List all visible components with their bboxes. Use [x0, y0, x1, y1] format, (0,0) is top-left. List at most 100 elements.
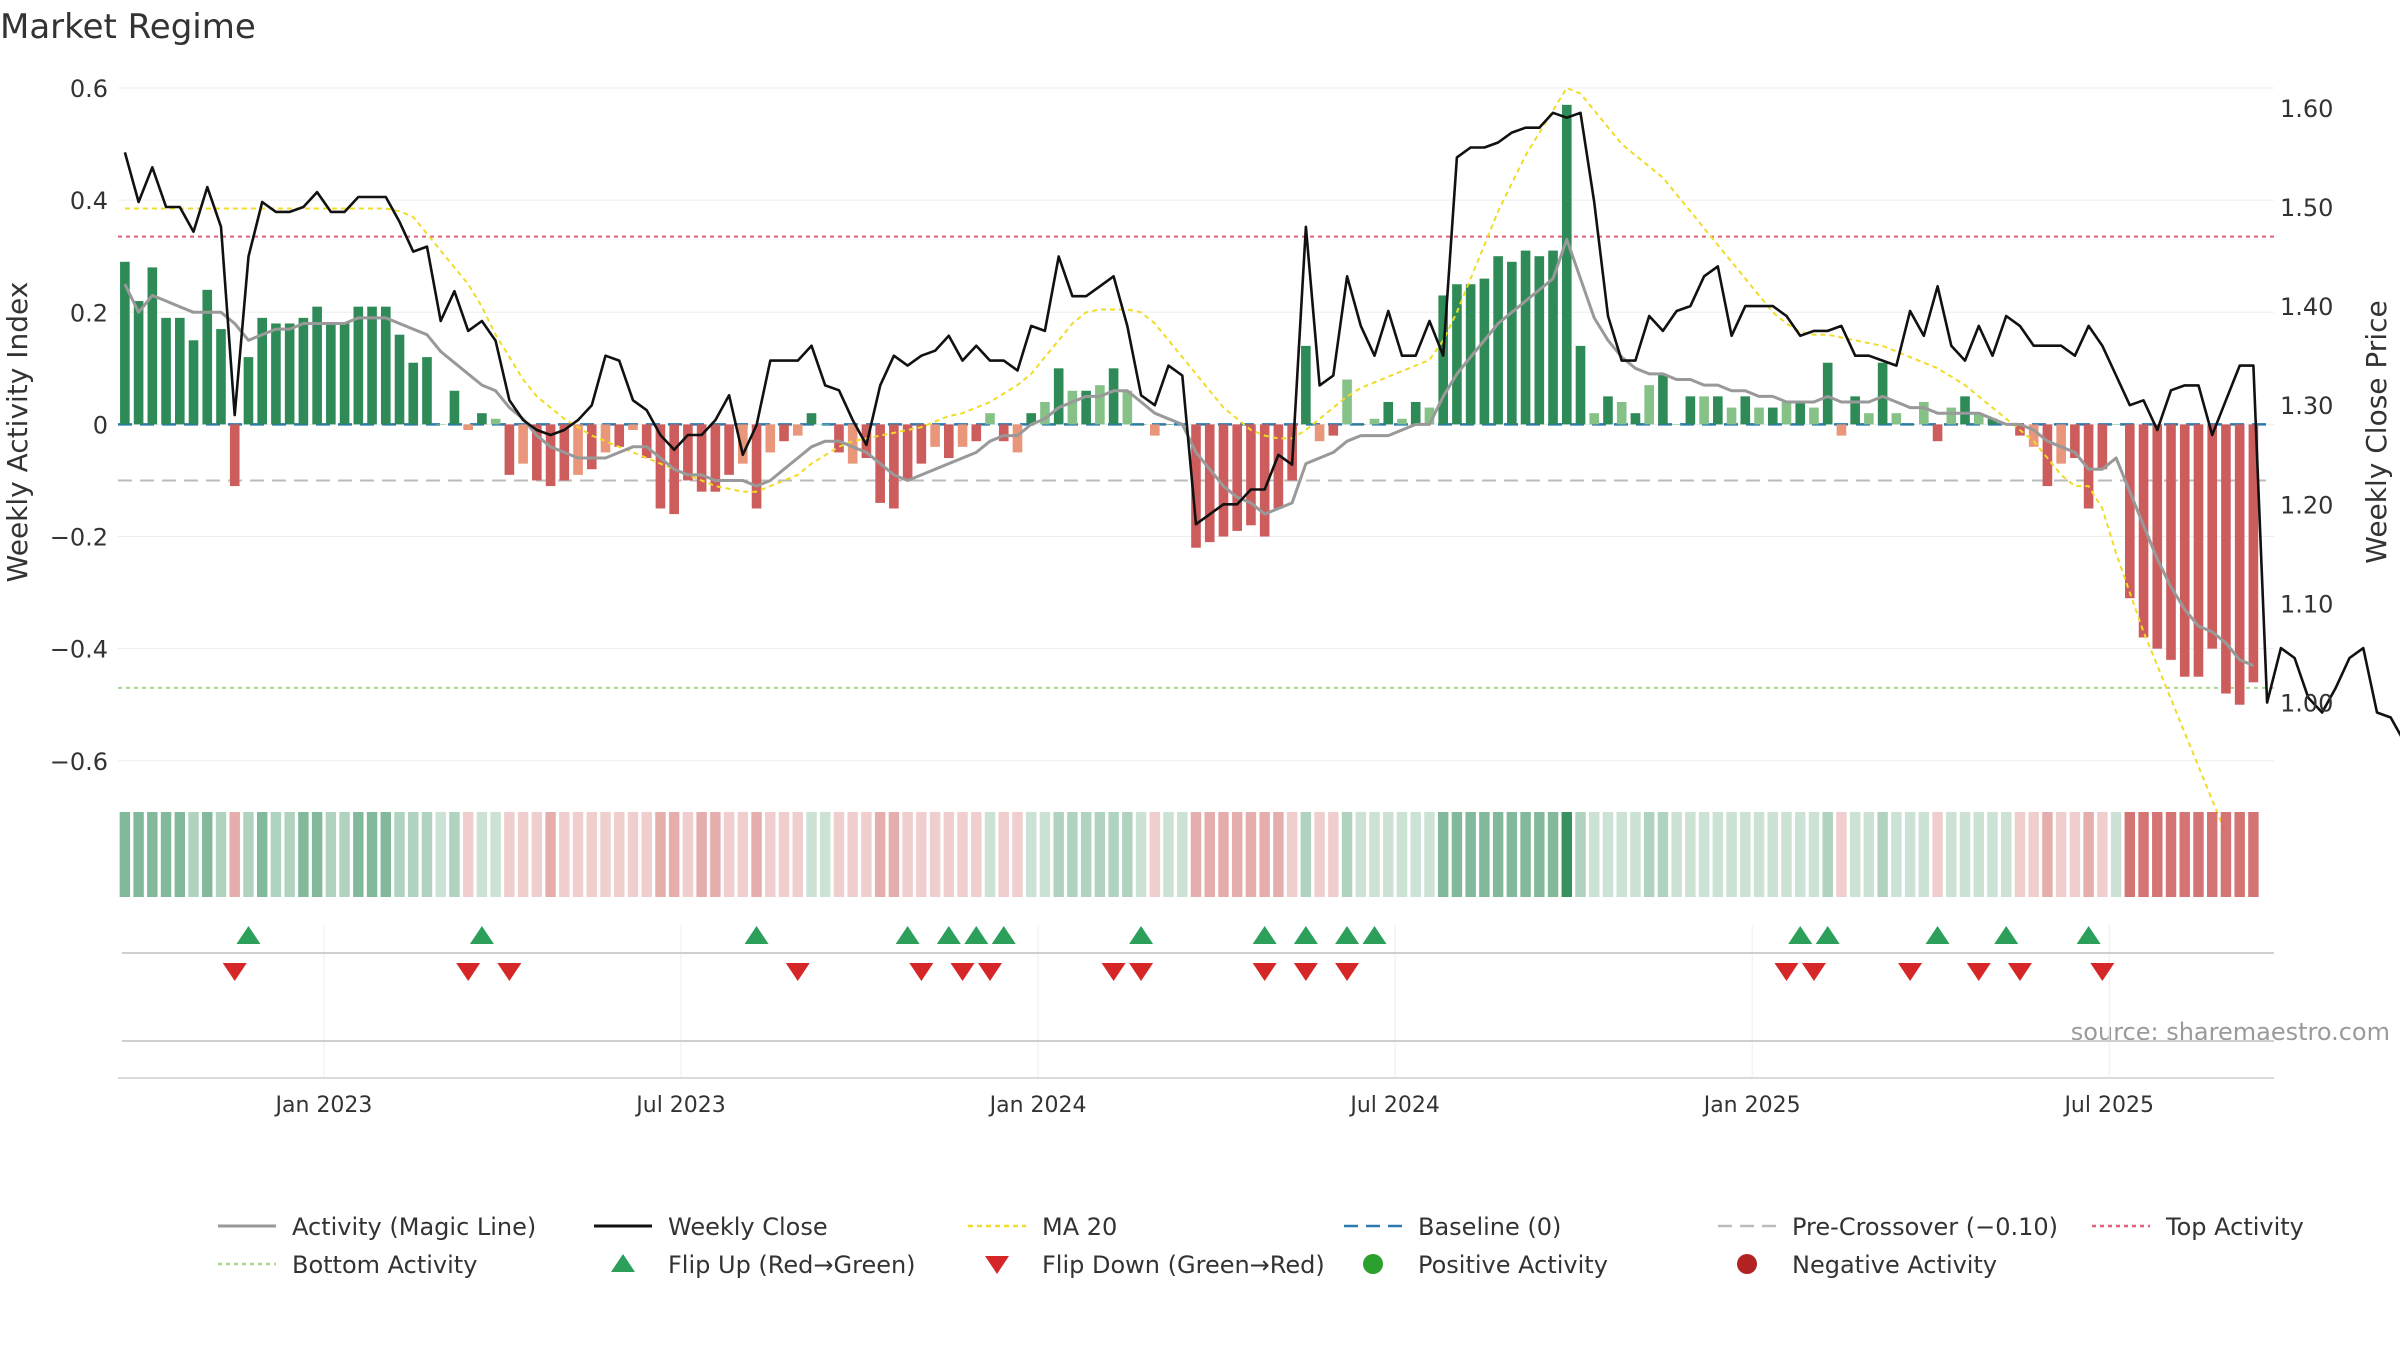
flip-down-marker	[1129, 963, 1154, 981]
activity-bar	[641, 424, 652, 459]
right-tick-label: 1.60	[2280, 95, 2333, 123]
flip-up-marker	[1129, 926, 1154, 944]
regime-strip-cell	[1204, 812, 1215, 897]
flip-up-marker	[1925, 926, 1950, 944]
flip-down-marker	[1966, 963, 1991, 981]
legend-swatch-flip-up	[611, 1254, 635, 1272]
regime-strip-cell	[1849, 812, 1861, 897]
regime-strip-cell	[2042, 812, 2053, 897]
legend: Activity (Magic Line) Weekly Close MA 20 Ba…	[218, 1213, 2304, 1279]
regime-strip-cell	[2234, 812, 2245, 897]
regime-strip-cell	[902, 812, 913, 897]
regime-strip-cell	[1479, 812, 1490, 897]
flip-up-marker	[895, 926, 920, 944]
axes-layer: 0.6 0.4 0.2 0 −0.2 −0.4 −0.6 1.60 1.50 1.40 1.30 1.…	[50, 75, 2334, 1118]
activity-bar	[1699, 396, 1709, 425]
regime-strip-cell	[710, 812, 721, 897]
regime-strip-cell	[1781, 812, 1792, 897]
activity-bar	[1067, 390, 1078, 425]
activity-bar	[1630, 413, 1641, 425]
activity-bar	[2221, 424, 2231, 694]
activity-bar	[1355, 424, 1366, 425]
activity-bar	[120, 261, 130, 425]
activity-bar	[449, 390, 460, 425]
regime-strip-cell	[737, 812, 749, 897]
activity-bar	[1520, 250, 1531, 425]
x-tick-label: Jan 2025	[1702, 1093, 1801, 1118]
flip-down-marker	[1293, 963, 1318, 981]
regime-strip-cell	[1863, 812, 1875, 897]
regime-strip-cell	[1740, 812, 1751, 897]
regime-strip-cell	[298, 812, 309, 897]
activity-bar	[1259, 424, 1270, 537]
flip-up-marker	[744, 926, 769, 944]
activity-bar	[1891, 413, 1902, 425]
regime-strip-cell	[696, 812, 707, 897]
activity-bar	[1479, 278, 1490, 425]
regime-strip-cell	[215, 812, 227, 897]
regime-strip-cell	[943, 812, 955, 897]
regime-strip-cell	[2124, 812, 2136, 897]
activity-bar	[1589, 413, 1600, 425]
left-tick-label: −0.2	[50, 524, 108, 552]
regime-strip-cell	[1616, 812, 1627, 897]
regime-strip-cell	[1025, 812, 1037, 897]
left-tick-label: 0	[93, 411, 108, 439]
activity-bar	[1383, 401, 1394, 425]
activity-bar	[930, 424, 940, 447]
regime-strip-cell	[888, 812, 900, 897]
regime-strip-cell	[957, 812, 968, 897]
activity-bar	[2207, 424, 2218, 649]
regime-strip-cell	[202, 812, 213, 897]
activity-bar	[2056, 424, 2066, 464]
regime-strip-cell	[833, 812, 845, 897]
regime-strip-cell	[490, 812, 501, 897]
regime-strip-cell	[1067, 812, 1078, 897]
activity-bar	[353, 306, 364, 425]
regime-strip-cell	[243, 812, 254, 897]
flip-down-marker	[456, 963, 481, 981]
activity-bar	[1191, 424, 1201, 548]
activity-bar	[889, 424, 899, 509]
regime-strip-cell	[1492, 812, 1504, 897]
regime-strip-cell	[1891, 812, 1902, 897]
regime-strip-cell	[655, 812, 666, 897]
regime-strip-cell	[1904, 812, 1916, 897]
x-tick-label: Jul 2025	[2062, 1093, 2154, 1118]
regime-strip-cell	[1177, 812, 1188, 897]
activity-bar	[971, 424, 982, 442]
regime-strip-cell	[1946, 812, 1957, 897]
left-tick-label: −0.4	[50, 636, 108, 664]
regime-strip-cell	[1396, 812, 1408, 897]
activity-bar	[1438, 295, 1448, 425]
activity-bar	[847, 424, 858, 464]
flip-up-marker	[991, 926, 1016, 944]
legend-swatch-negative	[1737, 1254, 1757, 1274]
series-lines	[123, 87, 2400, 835]
regime-strip-cell	[2000, 812, 2012, 897]
activity-bar	[696, 424, 707, 492]
regime-strip-cell	[1080, 812, 1092, 897]
activity-bar	[944, 424, 954, 459]
flip-up-marker	[1252, 926, 1277, 944]
legend-label: Bottom Activity	[292, 1251, 477, 1279]
activity-bar	[820, 424, 831, 425]
activity-bar	[765, 424, 776, 453]
regime-strip-cell	[1671, 812, 1682, 897]
flip-down-marker	[1801, 963, 1826, 981]
regime-strip-cell	[1959, 812, 1971, 897]
activity-bar	[326, 323, 336, 425]
activity-bar	[834, 424, 844, 453]
flip-up-marker	[1362, 926, 1387, 944]
activity-bar	[751, 424, 762, 509]
regime-strip-cell	[531, 812, 543, 897]
regime-strip-cell	[1218, 812, 1229, 897]
activity-bar	[1658, 373, 1668, 425]
activity-bar	[532, 424, 542, 481]
right-tick-label: 1.50	[2280, 194, 2333, 222]
activity-bar	[1548, 250, 1558, 425]
activity-bar	[2138, 424, 2149, 638]
activity-bar	[1163, 424, 1174, 425]
activity-bar	[586, 424, 597, 470]
